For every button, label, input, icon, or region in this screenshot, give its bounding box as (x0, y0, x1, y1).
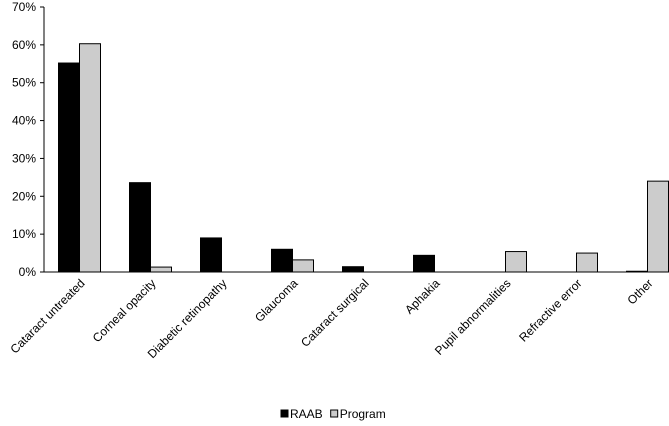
y-tick-label: 70% (12, 0, 36, 14)
category-label: Cataract untreated (7, 276, 87, 356)
y-tick-label: 40% (12, 114, 36, 128)
legend-swatch (330, 409, 339, 418)
category-label: Diabetic retinopathy (145, 276, 230, 361)
bar-program-refractive-error (576, 252, 598, 273)
bar-raab-corneal-opacity (129, 182, 151, 273)
bar-raab-cataract-untreated (58, 62, 80, 273)
bar-raab-other (626, 270, 648, 273)
y-tick-label: 30% (12, 151, 36, 165)
bar-raab-aphakia (413, 254, 435, 273)
category-label: Pupil abnormalities (432, 276, 514, 358)
y-axis: 0% 10% 20% 30% 40% 50% 60% 70% (12, 0, 45, 279)
bar-program-corneal-opacity (150, 266, 172, 273)
bar-program-cataract-untreated (79, 43, 101, 273)
category-label: Cataract surgical (298, 276, 372, 350)
legend-label: Program (340, 407, 386, 421)
bar-program-pupil-abnormalities (505, 251, 527, 273)
y-tick-label: 60% (12, 38, 36, 52)
legend-swatch (280, 409, 289, 418)
legend-label: RAAB (290, 407, 323, 421)
category-label: Glaucoma (252, 276, 301, 325)
bar-raab-glaucoma (271, 248, 293, 273)
y-tick-label: 20% (12, 189, 36, 203)
category-labels: Cataract untreated Corneal opacityDiabeti… (7, 276, 655, 361)
bars (58, 43, 669, 273)
category-label: Corneal opacity (90, 276, 159, 345)
bar-program-glaucoma (292, 259, 314, 273)
category-label: Aphakia (402, 276, 443, 317)
bar-raab-cataract-surgical (342, 266, 364, 273)
legend: RAAB Program (280, 407, 386, 421)
y-tick-label: 50% (12, 76, 36, 90)
y-tick-label: 0% (19, 265, 37, 279)
category-label: Refractive error (516, 276, 584, 344)
y-tick-label: 10% (12, 227, 36, 241)
bar-program-other (647, 180, 669, 273)
bar-raab-diabetic-retinopathy (200, 237, 222, 273)
category-label: Other (624, 276, 655, 307)
